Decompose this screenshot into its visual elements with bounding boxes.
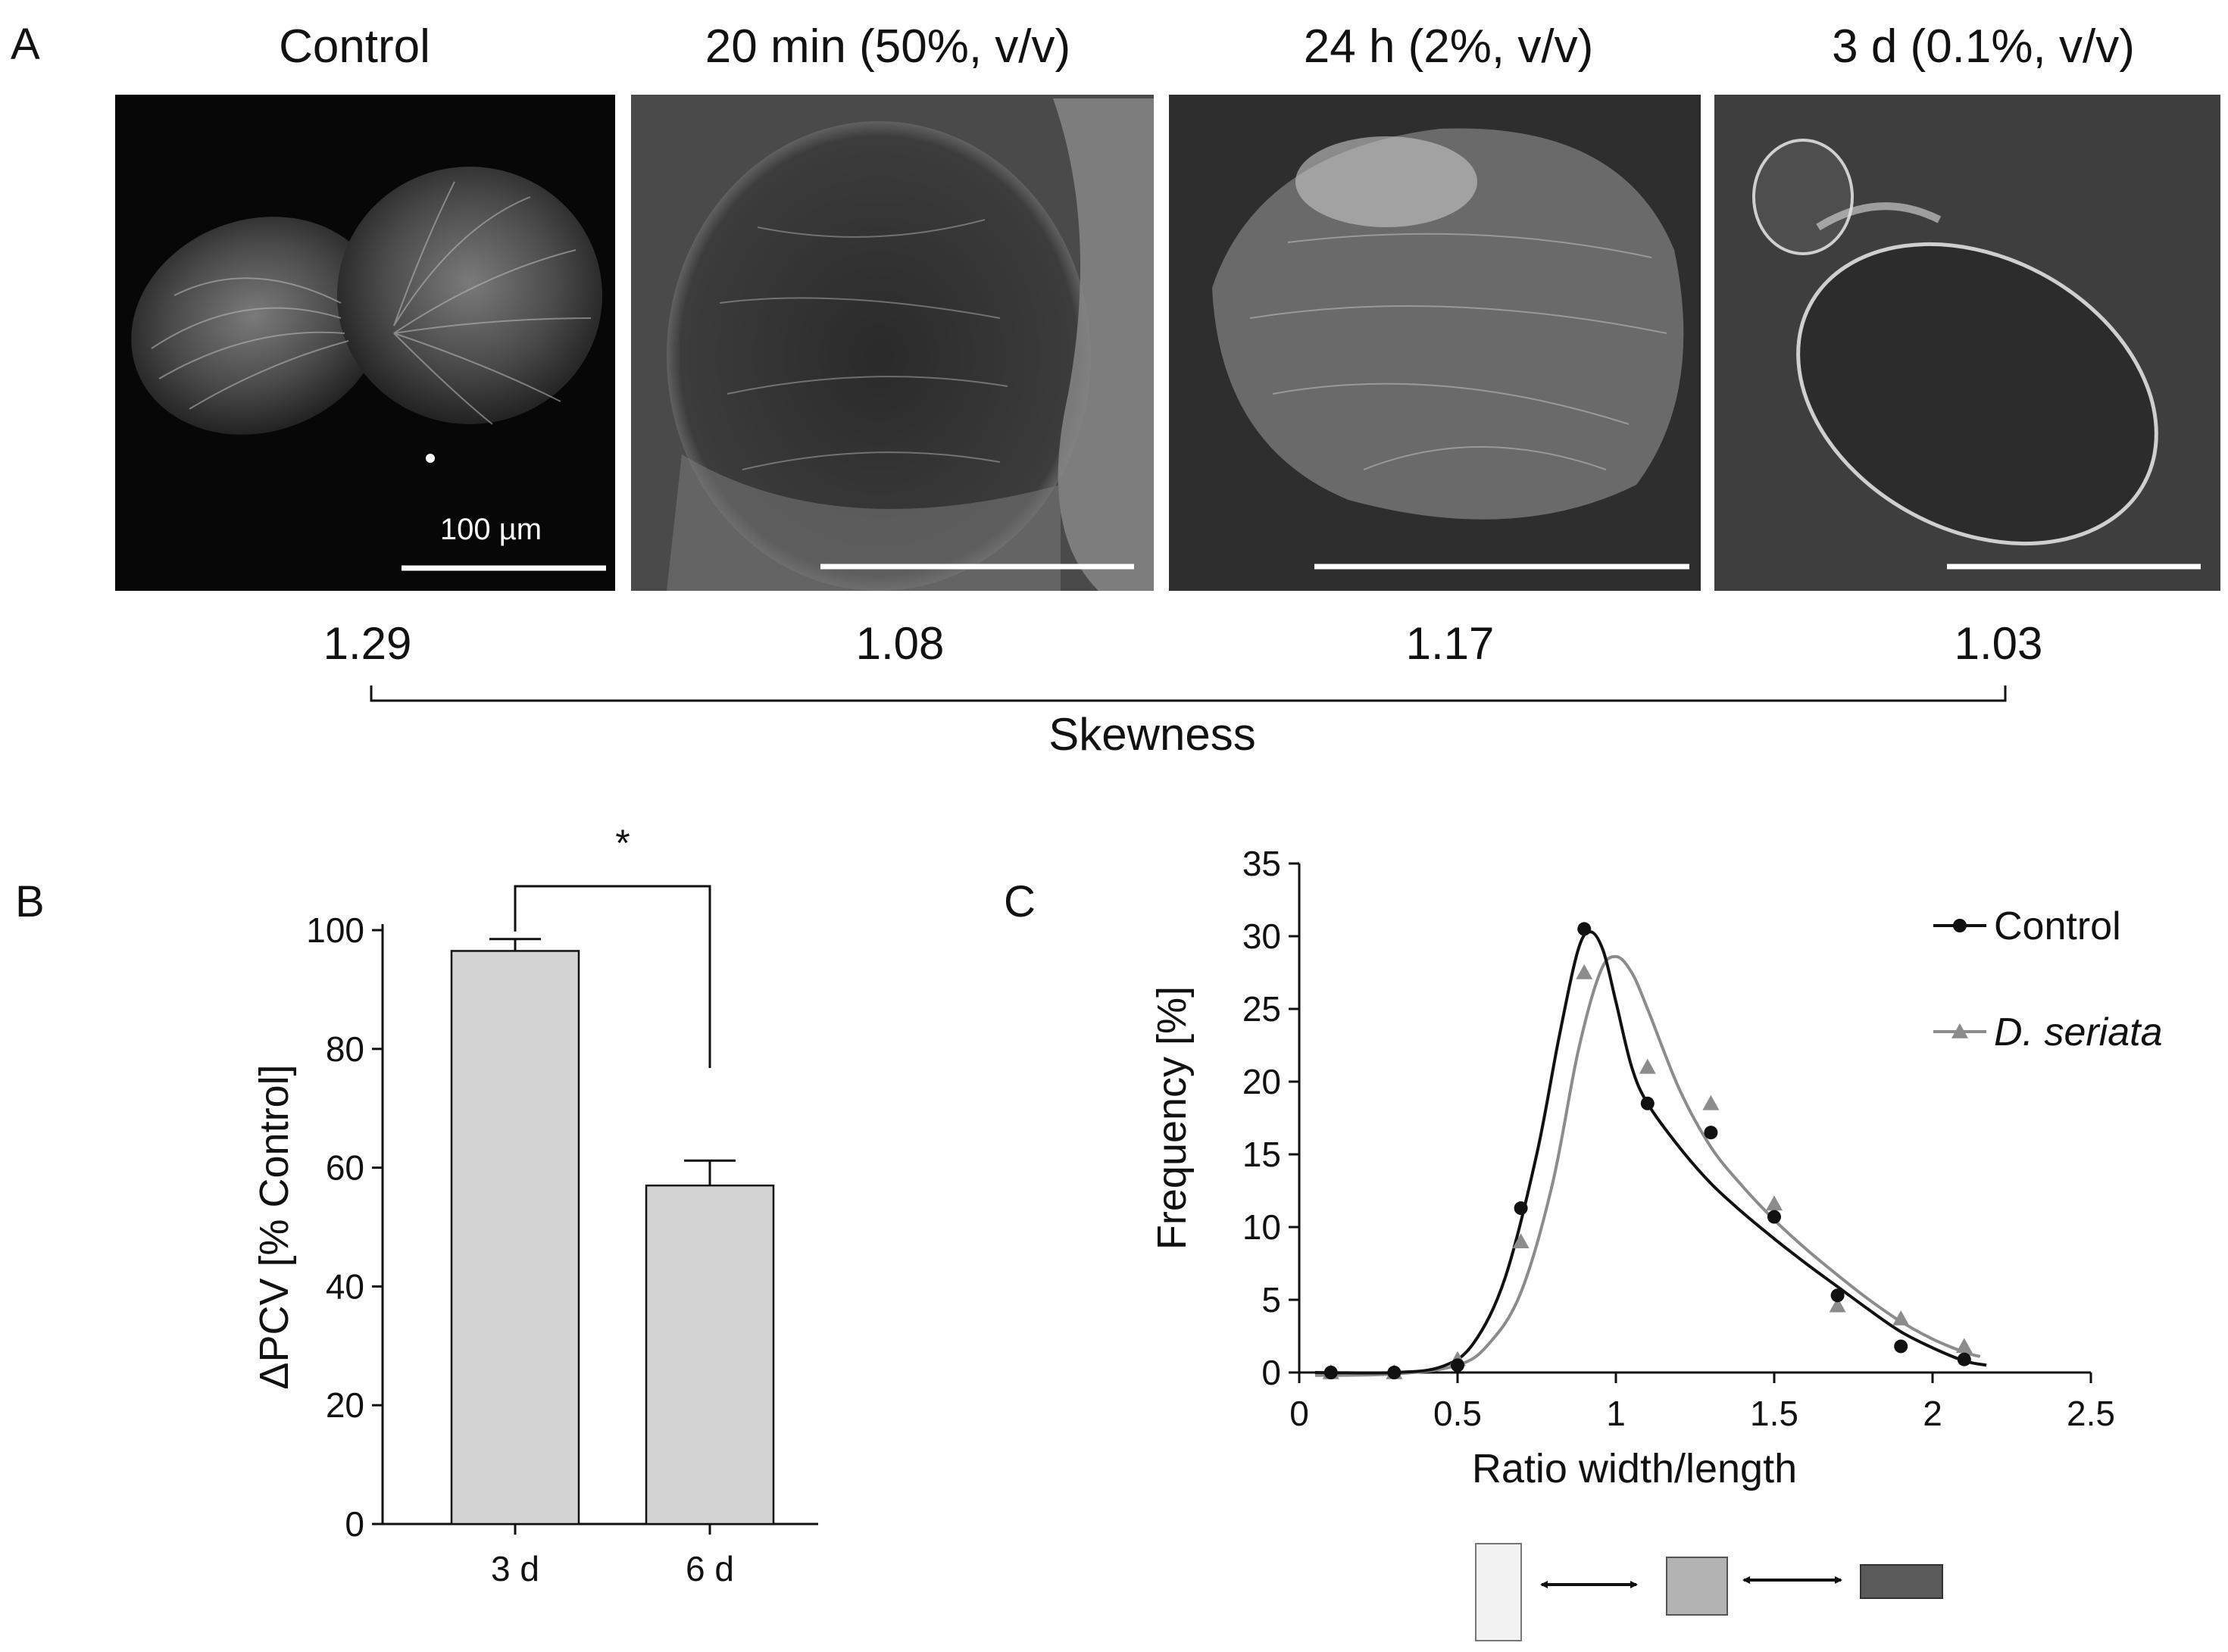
data-point (1704, 1126, 1718, 1140)
x-axis-title: Ratio width/length (1472, 1446, 1797, 1491)
y-tick-label: 0 (345, 1504, 364, 1544)
y-tick-label: 15 (1242, 1135, 1281, 1174)
shape-wide (1860, 1564, 1943, 1599)
legend-marker (1951, 1023, 1968, 1038)
y-tick-label: 10 (1242, 1207, 1281, 1247)
series-line-control (1314, 930, 1987, 1375)
data-point (1512, 1233, 1530, 1248)
y-tick-label: 30 (1242, 917, 1281, 956)
bar (450, 950, 580, 1526)
data-point (1892, 1310, 1910, 1326)
x-tick-label: 1 (1606, 1394, 1626, 1433)
bar-chart: 0 20 40 60 80 100 ΔPCV [% Control] 3 d 6 d * (252, 822, 818, 1588)
y-tick-label: 60 (326, 1148, 364, 1188)
y-tick-label: 5 (1261, 1280, 1281, 1319)
panel-c-letter: C (1004, 877, 1036, 926)
skewness-value-control: 1.29 (323, 618, 412, 669)
x-tick-label: 1.5 (1750, 1394, 1798, 1433)
x-tick-label: 0.5 (1433, 1394, 1482, 1433)
y-tick-label: 100 (306, 910, 364, 950)
legend-item: D. seriata (1933, 1010, 2163, 1054)
micrograph-3d (1714, 95, 2220, 591)
y-axis-title: ΔPCV [% Control] (252, 1064, 297, 1389)
y-tick-label: 80 (326, 1029, 364, 1069)
scale-bar-label: 100 µm (440, 513, 542, 546)
shape-square (1666, 1557, 1728, 1616)
y-tick-label: 40 (326, 1266, 364, 1306)
data-point (1955, 1338, 1973, 1354)
data-point (1830, 1288, 1845, 1303)
legend-item: Control (1933, 904, 2121, 948)
panel-a-letter: A (11, 20, 40, 69)
data-point (1767, 1210, 1781, 1224)
significance-star: * (615, 822, 630, 864)
image-title-20min: 20 min (50%, v/v) (705, 20, 1070, 73)
image-title-control: Control (279, 20, 430, 73)
data-point (1451, 1358, 1464, 1373)
data-point (1829, 1297, 1846, 1313)
y-tick-label: 0 (1261, 1353, 1281, 1392)
data-point (1702, 1095, 1720, 1110)
data-point (1640, 1096, 1655, 1110)
data-point (1639, 1058, 1656, 1074)
series-line-d-seriata (1314, 954, 1981, 1377)
y-tick-label: 20 (326, 1385, 364, 1425)
data-point (1514, 1201, 1528, 1216)
x-tick-label: 6 d (686, 1549, 734, 1588)
y-tick-label: 35 (1242, 844, 1281, 883)
data-point (1323, 1366, 1338, 1379)
x-tick-label: 2.5 (2067, 1394, 2115, 1433)
shape-narrow (1475, 1543, 1522, 1641)
x-tick-label: 2 (1923, 1394, 1942, 1433)
micrograph-control: 100 µm (115, 95, 615, 591)
data-point (1577, 922, 1592, 936)
data-point (1894, 1339, 1908, 1354)
micrograph-24h (1169, 95, 1701, 591)
skewness-bracket (370, 685, 2007, 702)
y-tick-label: 25 (1242, 989, 1281, 1029)
data-point (1957, 1352, 1971, 1366)
panel-b-letter: B (15, 877, 45, 926)
skewness-value-3d: 1.03 (1955, 618, 2043, 669)
skewness-value-20min: 1.08 (856, 618, 945, 669)
image-title-3d: 3 d (0.1%, v/v) (1832, 20, 2135, 73)
legend-marker (1953, 919, 1967, 932)
significance-bracket (514, 885, 711, 1068)
skewness-label: Skewness (1048, 709, 1255, 760)
line-chart: 0 5 10 15 20 25 30 35 0 0.5 1 1.5 2 2.5 Ratio width/le… (1149, 844, 2163, 1641)
legend-label: Control (1994, 904, 2121, 948)
y-axis-title: Frequency [%] (1149, 986, 1195, 1250)
data-point (1576, 964, 1593, 979)
x-tick-label: 3 d (491, 1549, 539, 1588)
bar (645, 1184, 775, 1526)
image-title-24h: 24 h (2%, v/v) (1304, 20, 1593, 73)
legend-label: D. seriata (1994, 1010, 2163, 1054)
micrograph-20min (631, 95, 1154, 591)
data-point (1766, 1195, 1783, 1211)
y-tick-label: 20 (1242, 1062, 1281, 1101)
skewness-value-24h: 1.17 (1406, 618, 1495, 669)
x-tick-label: 0 (1289, 1394, 1309, 1433)
data-point (1387, 1366, 1401, 1379)
